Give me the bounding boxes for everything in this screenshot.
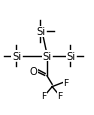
Text: F: F [58,91,63,100]
Text: Si: Si [42,51,52,61]
Text: F: F [63,79,68,88]
Text: Si: Si [66,51,76,61]
Text: O: O [30,66,37,76]
Text: Si: Si [37,27,46,37]
Text: F: F [41,91,46,100]
Text: Si: Si [12,51,21,61]
